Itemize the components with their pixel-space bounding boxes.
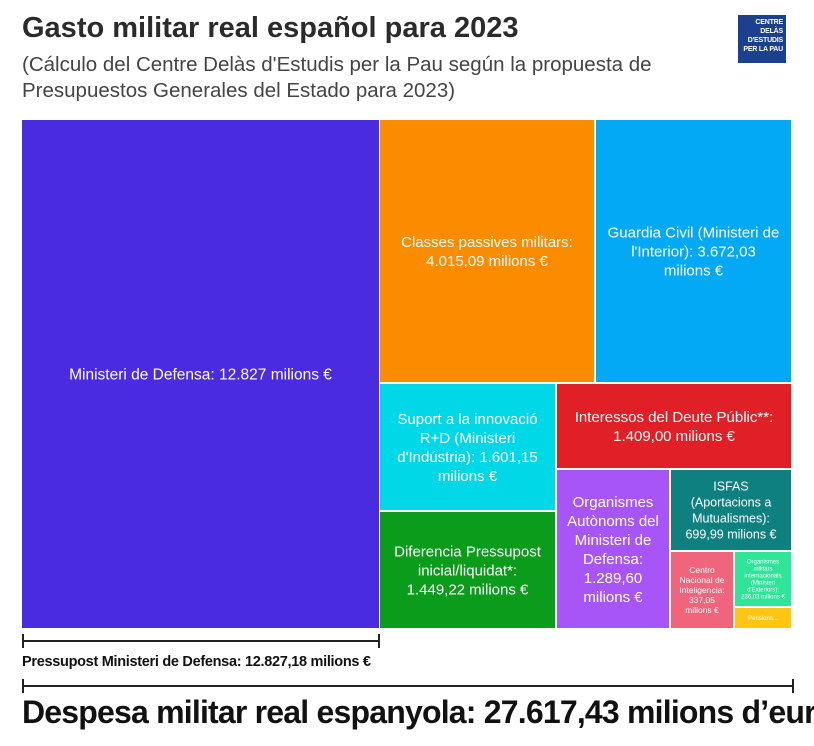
treemap-label-line: 1.449,22 milions €	[407, 581, 529, 598]
treemap-label-line: Interessos del Deute Públic**:	[575, 409, 773, 426]
treemap-label-line: Nacional de	[680, 575, 725, 585]
treemap-label-line: Guardia Civil (Ministeri de	[608, 224, 780, 241]
treemap-label-line: Classes passives militars:	[401, 234, 573, 251]
treemap-cell-label: Pensions...	[748, 616, 778, 622]
treemap-cell-label: Diferencia Pressupost inicial/liquidat*: 1…	[394, 543, 542, 598]
treemap-cell	[735, 552, 791, 606]
treemap-label-line: Defensa:	[583, 551, 643, 568]
treemap-cell-label: Ministeri de Defensa: 12.827 milions €	[69, 366, 332, 383]
treemap-label-line: milions €	[685, 605, 719, 615]
treemap-label-line: l'Interior): 3.672,03	[631, 243, 756, 260]
total-spending-label: Despesa militar real espanyola: 27.617,4…	[22, 694, 814, 730]
treemap-cell	[22, 120, 379, 628]
treemap-label-line: Ministeri de Defensa: 12.827 milions €	[69, 366, 332, 383]
logo-line: CENTRE DELÀS	[755, 19, 783, 35]
chart-title: Gasto militar real español para 2023	[22, 12, 519, 44]
treemap-cell-label: ISFAS (Aportacions a Mutualismes): 699,99 m…	[685, 479, 776, 541]
treemap-label-line: R+D (Ministeri	[420, 430, 515, 447]
treemap-label-line: Pensions...	[748, 616, 778, 622]
treemap-label-line: Centro	[689, 565, 715, 575]
treemap-cell-label: Suport a la innovació R+D (Ministeri d'Ind…	[397, 411, 537, 485]
treemap-label-line: Diferencia Pressupost	[394, 543, 542, 560]
treemap-label-line: 1.289,60	[584, 570, 642, 587]
treemap-cell	[380, 384, 555, 510]
treemap-label-line: militars	[754, 567, 773, 573]
treemap-label-line: 236,03 milions €	[741, 595, 785, 601]
bracket-tick-right	[378, 634, 380, 648]
treemap-cell	[557, 384, 791, 468]
treemap-label-line: milions €	[664, 262, 724, 279]
logo-line: D'ESTUDIS	[747, 37, 783, 44]
centre-delas-logo: CENTRE DELÀS D'ESTUDIS PER LA PAU	[738, 15, 786, 63]
treemap-label-line: Autònoms del	[567, 513, 659, 530]
treemap-cell	[380, 120, 594, 382]
treemap-label-line: Suport a la innovació	[397, 411, 537, 428]
treemap-label-line: 1.409,00 milions €	[613, 428, 735, 445]
logo-line: PER LA PAU	[743, 46, 783, 53]
defense-budget-label: Pressupost Ministeri de Defensa: 12.827,…	[22, 654, 371, 670]
treemap-label-line: inicial/liquidat*:	[418, 562, 517, 579]
treemap-label-line: Inteligencia:	[679, 585, 724, 595]
treemap-label-line: (Ministeri	[751, 581, 775, 587]
treemap-cell	[380, 512, 555, 628]
treemap-cell	[671, 552, 733, 628]
bracket-tick-right	[792, 679, 794, 693]
treemap-cell-label: Organismes militars internacionals (Ministe…	[741, 560, 785, 601]
treemap-cell	[735, 608, 791, 628]
treemap-cell	[671, 470, 791, 550]
treemap-cell	[596, 120, 791, 382]
treemap-label-line: 4.015,09 milions €	[426, 253, 548, 270]
total-spending-bracket	[22, 679, 794, 693]
treemap-label-line: Ministeri de	[575, 532, 652, 549]
treemap-label-line: 699,99 milions €	[685, 527, 776, 541]
bracket-tick-left	[22, 634, 24, 648]
bracket-tick-left	[22, 679, 24, 693]
treemap-label-line: milions €	[583, 589, 643, 606]
treemap-label-line: ISFAS	[713, 479, 748, 493]
treemap-label-line: d'Exteriors):	[747, 588, 779, 594]
treemap-label-line: 337,05	[689, 595, 715, 605]
chart-subtitle: (Cálculo del Centre Delàs d'Estudis per …	[22, 53, 652, 102]
treemap-label-line: (Aportacions a	[691, 495, 772, 509]
treemap-cell-label: Centro Nacional de Inteligencia: 337,05 mili…	[679, 565, 724, 615]
treemap-label-line: internacionals	[744, 574, 781, 580]
treemap-label-line: milions €	[438, 468, 498, 485]
treemap-label-line: Organismes	[747, 560, 779, 566]
treemap-cell-label: Guardia Civil (Ministeri de l'Interior): …	[608, 224, 780, 279]
treemap-cell-label: Interessos del Deute Públic**: 1.409,00 m…	[575, 409, 773, 445]
treemap-cell-label: Organismes Autònoms del Ministeri de Defens…	[567, 494, 659, 606]
treemap-cell-label: Classes passives militars: 4.015,09 milio…	[401, 234, 573, 270]
treemap-label-line: Organismes	[573, 494, 654, 511]
treemap-label-line: d'Indústria): 1.601,15	[397, 449, 537, 466]
treemap-label-line: Mutualismes):	[692, 511, 770, 525]
treemap-cell	[557, 470, 669, 628]
defense-budget-bracket	[22, 634, 380, 648]
